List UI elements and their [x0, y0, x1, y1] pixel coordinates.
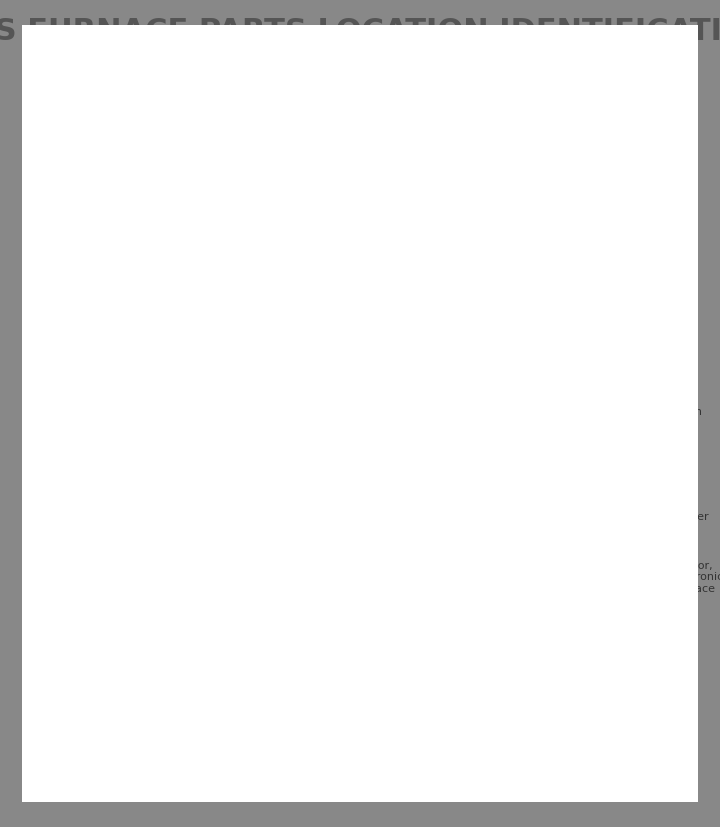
Bar — [196, 215, 209, 629]
Bar — [212, 517, 356, 629]
Bar — [248, 116, 284, 397]
Text: register
return: register return — [140, 117, 184, 139]
Circle shape — [325, 384, 348, 410]
Bar — [248, 299, 284, 309]
Bar — [360, 430, 536, 629]
Text: gas control
valve: gas control valve — [637, 461, 699, 482]
Text: blower: blower — [240, 739, 278, 749]
Text: GAS FURNACE PARTS LOCATION IDENTIFICATION: GAS FURNACE PARTS LOCATION IDENTIFICATIO… — [0, 17, 720, 46]
Bar — [248, 326, 284, 336]
FancyBboxPatch shape — [562, 95, 626, 120]
Circle shape — [423, 519, 463, 565]
Bar — [263, 124, 565, 223]
FancyBboxPatch shape — [40, 83, 115, 186]
Text: damper: damper — [421, 121, 464, 131]
Text: burners: burners — [29, 479, 72, 489]
Bar — [317, 277, 371, 480]
FancyBboxPatch shape — [224, 420, 320, 445]
Bar — [227, 273, 385, 480]
Bar — [248, 141, 284, 151]
Text: heat
exchanger: heat exchanger — [637, 341, 696, 362]
Text: return
duct: return duct — [29, 250, 63, 271]
FancyBboxPatch shape — [224, 357, 320, 382]
Bar — [184, 414, 227, 488]
FancyBboxPatch shape — [224, 389, 320, 414]
Circle shape — [360, 331, 454, 438]
Bar — [60, 333, 76, 358]
Text: supply
plenum: supply plenum — [637, 275, 680, 296]
FancyBboxPatch shape — [224, 326, 320, 351]
Text: flame sensor,
pilot, electronic
or hot surface
igniter: flame sensor, pilot, electronic or hot s… — [637, 561, 720, 605]
Text: supply
duct: supply duct — [446, 61, 482, 83]
Text: gas
shutoff
valve: gas shutoff valve — [29, 405, 68, 438]
Text: cool air: cool air — [142, 96, 182, 106]
Bar — [212, 207, 536, 227]
Bar — [180, 449, 230, 461]
Text: damper
handle: damper handle — [371, 145, 414, 166]
Bar — [248, 220, 284, 230]
FancyBboxPatch shape — [224, 452, 320, 476]
Text: power
switch: power switch — [29, 316, 64, 337]
Text: combustion
chamber: combustion chamber — [637, 407, 702, 428]
Circle shape — [330, 422, 344, 438]
Text: filter: filter — [193, 675, 219, 685]
Bar — [248, 167, 284, 177]
Text: blower
motor: blower motor — [500, 638, 538, 660]
Text: exhaust
stack: exhaust stack — [244, 64, 289, 85]
FancyBboxPatch shape — [454, 513, 504, 575]
Bar — [223, 215, 536, 629]
FancyBboxPatch shape — [245, 103, 338, 145]
Bar — [212, 215, 328, 629]
Bar — [248, 194, 284, 203]
FancyBboxPatch shape — [48, 310, 97, 372]
Bar — [443, 95, 562, 157]
Bar — [180, 426, 230, 437]
Bar — [270, 132, 407, 215]
Text: warm air: warm air — [591, 78, 640, 88]
FancyBboxPatch shape — [112, 591, 248, 653]
Text: supply
register: supply register — [637, 208, 680, 230]
Bar — [173, 285, 223, 318]
FancyBboxPatch shape — [558, 103, 626, 211]
Circle shape — [378, 467, 508, 616]
Text: burner cover: burner cover — [637, 512, 708, 522]
Bar — [248, 352, 284, 362]
Bar — [248, 246, 284, 256]
FancyBboxPatch shape — [112, 157, 173, 653]
FancyArrow shape — [104, 99, 223, 141]
Bar — [248, 379, 284, 389]
Bar — [112, 120, 223, 190]
Bar — [180, 472, 230, 484]
Text: blower
chamber: blower chamber — [637, 655, 687, 676]
Bar — [248, 273, 284, 283]
